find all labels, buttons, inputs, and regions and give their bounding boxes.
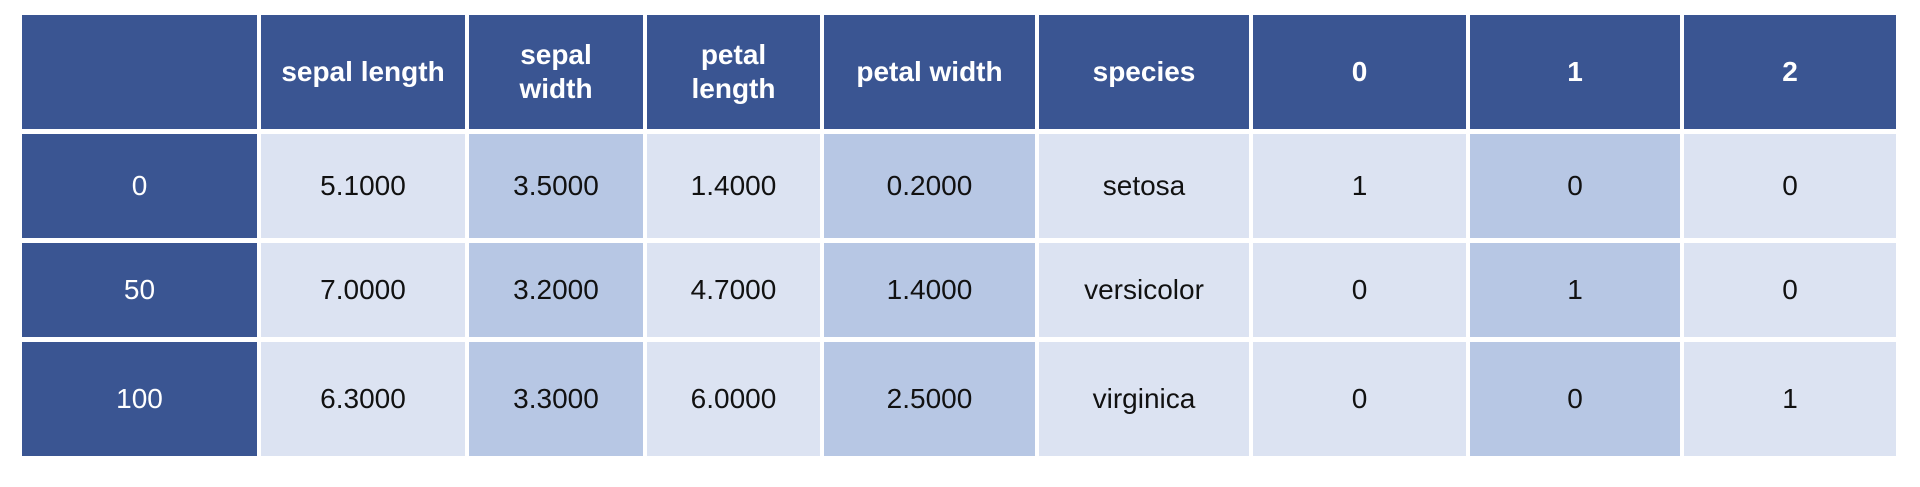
table-cell: 1: [1470, 243, 1680, 337]
table-cell: 0: [1684, 134, 1896, 238]
table-cell: 1: [1253, 134, 1466, 238]
table-cell: 0: [1470, 342, 1680, 456]
table-cell: setosa: [1039, 134, 1249, 238]
column-header: sepal width: [469, 15, 643, 129]
column-header: sepal length: [261, 15, 465, 129]
table-cell: 7.0000: [261, 243, 465, 337]
table-cell: 1.4000: [824, 243, 1035, 337]
row-index: 50: [22, 243, 257, 337]
table-cell: 5.1000: [261, 134, 465, 238]
row-index: 100: [22, 342, 257, 456]
column-header: petal width: [824, 15, 1035, 129]
table-cell: 6.3000: [261, 342, 465, 456]
column-header: 2: [1684, 15, 1896, 129]
table-cell: 3.5000: [469, 134, 643, 238]
column-header: 0: [1253, 15, 1466, 129]
table-cell: versicolor: [1039, 243, 1249, 337]
table-cell: 0.2000: [824, 134, 1035, 238]
table-cell: 3.3000: [469, 342, 643, 456]
table-cell: 1: [1684, 342, 1896, 456]
table-cell: virginica: [1039, 342, 1249, 456]
row-index: 0: [22, 134, 257, 238]
table-cell: 0: [1684, 243, 1896, 337]
table-cell: 0: [1253, 243, 1466, 337]
table-cell: 4.7000: [647, 243, 820, 337]
table-cell: 3.2000: [469, 243, 643, 337]
column-header: species: [1039, 15, 1249, 129]
table: sepal length sepal width petal length petal…: [22, 15, 1896, 456]
header-corner: [22, 15, 257, 129]
column-header: petal length: [647, 15, 820, 129]
table-cell: 2.5000: [824, 342, 1035, 456]
table-cell: 6.0000: [647, 342, 820, 456]
table-cell: 1.4000: [647, 134, 820, 238]
table-cell: 0: [1253, 342, 1466, 456]
column-header: 1: [1470, 15, 1680, 129]
table-cell: 0: [1470, 134, 1680, 238]
